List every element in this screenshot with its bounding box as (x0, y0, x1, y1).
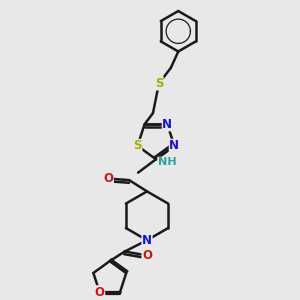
Text: N: N (142, 234, 152, 247)
Text: O: O (142, 249, 152, 262)
Text: O: O (95, 286, 105, 299)
Text: S: S (155, 77, 163, 90)
Text: S: S (133, 140, 142, 152)
Text: N: N (169, 140, 179, 152)
Text: N: N (162, 118, 172, 131)
Text: NH: NH (158, 157, 177, 167)
Text: O: O (103, 172, 113, 185)
